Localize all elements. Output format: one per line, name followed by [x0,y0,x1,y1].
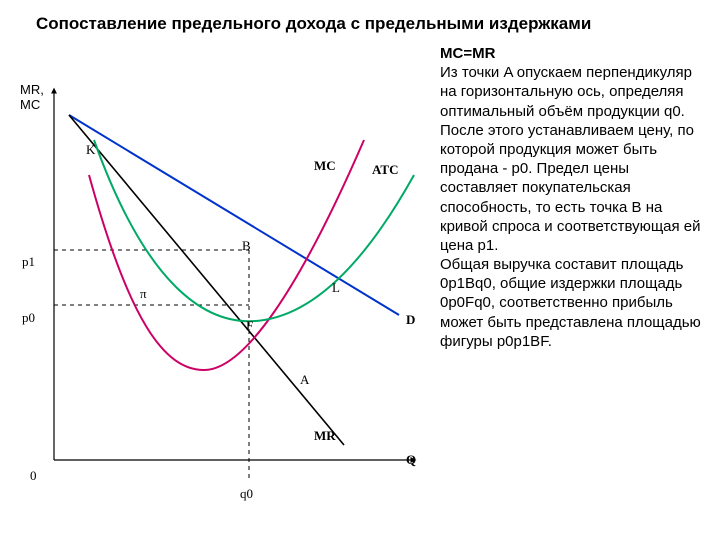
label-atc: ATC [372,162,398,178]
label-l: L [332,280,340,296]
curve-mr [69,115,344,445]
side-text: MC=MR Из точки A опускаем перпендикуляр … [440,44,710,351]
side-text-header: MC=MR [440,45,495,62]
page-title: Сопоставление предельного дохода с преде… [36,14,591,34]
label-mc: MC [314,158,336,174]
curve-mc [89,140,364,370]
label-p1: p1 [22,254,35,270]
label-a: A [300,372,309,388]
label-k: K [86,142,95,158]
label-q0: q0 [240,486,253,502]
label-mr: MR [314,428,336,444]
label-f: F [246,318,253,334]
label-p0: p0 [22,310,35,326]
chart-svg [14,60,434,520]
chart-area: MR, MC KMCATCBLFDAMRQp1p0π0q0 [14,60,434,520]
label-pi: π [140,286,147,302]
label-b: B [242,238,251,254]
label-q: Q [406,452,416,468]
curve-d [69,115,399,315]
side-text-body: Из точки A опускаем перпендикуляр на гор… [440,64,701,350]
label-d: D [406,312,415,328]
label-zero: 0 [30,468,37,484]
